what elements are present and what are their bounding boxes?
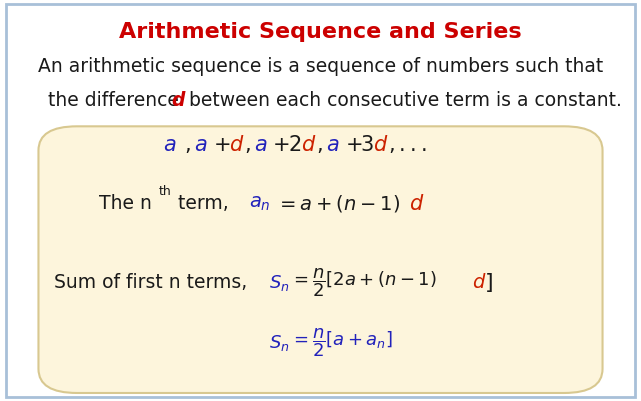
Text: $\mathit{d}$: $\mathit{d}$ <box>472 273 487 292</box>
Text: $,...$: $,...$ <box>388 135 427 155</box>
Text: $\mathit{a}$: $\mathit{a}$ <box>254 135 267 155</box>
Text: $,$: $,$ <box>316 135 322 155</box>
Text: $\mathit{S}_n$: $\mathit{S}_n$ <box>269 273 290 293</box>
Text: An arithmetic sequence is a sequence of numbers such that: An arithmetic sequence is a sequence of … <box>38 57 603 76</box>
Text: $+$: $+$ <box>345 135 362 155</box>
Text: $+$: $+$ <box>213 135 230 155</box>
Text: Arithmetic Sequence and Series: Arithmetic Sequence and Series <box>119 22 522 42</box>
Text: $3$: $3$ <box>360 135 374 155</box>
Text: $=\dfrac{n}{2}[\mathit{a}+\mathit{a}_n]$: $=\dfrac{n}{2}[\mathit{a}+\mathit{a}_n]$ <box>290 326 394 359</box>
Text: $\mathit{d}$: $\mathit{d}$ <box>301 135 316 155</box>
FancyBboxPatch shape <box>6 4 635 397</box>
Text: $+$: $+$ <box>272 135 290 155</box>
Text: $=\dfrac{n}{2}[2\mathit{a}+(n-1)$: $=\dfrac{n}{2}[2\mathit{a}+(n-1)$ <box>290 266 437 299</box>
Text: $\mathit{S}_n$: $\mathit{S}_n$ <box>269 333 290 353</box>
Text: $,$: $,$ <box>184 135 190 155</box>
Text: term,: term, <box>172 194 229 213</box>
Text: $,$: $,$ <box>244 135 250 155</box>
Text: d: d <box>171 91 185 110</box>
Text: $2$: $2$ <box>288 135 301 155</box>
Text: $\mathit{a}_n$: $\mathit{a}_n$ <box>249 194 271 213</box>
Text: between each consecutive term is a constant.: between each consecutive term is a const… <box>183 91 622 110</box>
Text: the difference: the difference <box>48 91 185 110</box>
Text: th: th <box>159 185 172 198</box>
Text: $\mathit{d}$: $\mathit{d}$ <box>229 135 244 155</box>
Text: $]$: $]$ <box>484 271 493 294</box>
Text: $\mathit{d}$: $\mathit{d}$ <box>373 135 388 155</box>
Text: $\mathit{a}$: $\mathit{a}$ <box>194 135 208 155</box>
Text: $\mathit{d}$: $\mathit{d}$ <box>409 194 424 214</box>
Text: $=\mathit{a}+(n-1)$: $=\mathit{a}+(n-1)$ <box>276 193 400 214</box>
FancyBboxPatch shape <box>38 126 603 393</box>
Text: The n: The n <box>99 194 152 213</box>
Text: $\mathit{a}$: $\mathit{a}$ <box>326 135 340 155</box>
Text: $\mathit{a}$: $\mathit{a}$ <box>163 135 177 155</box>
Text: Sum of first n terms,: Sum of first n terms, <box>54 273 247 292</box>
